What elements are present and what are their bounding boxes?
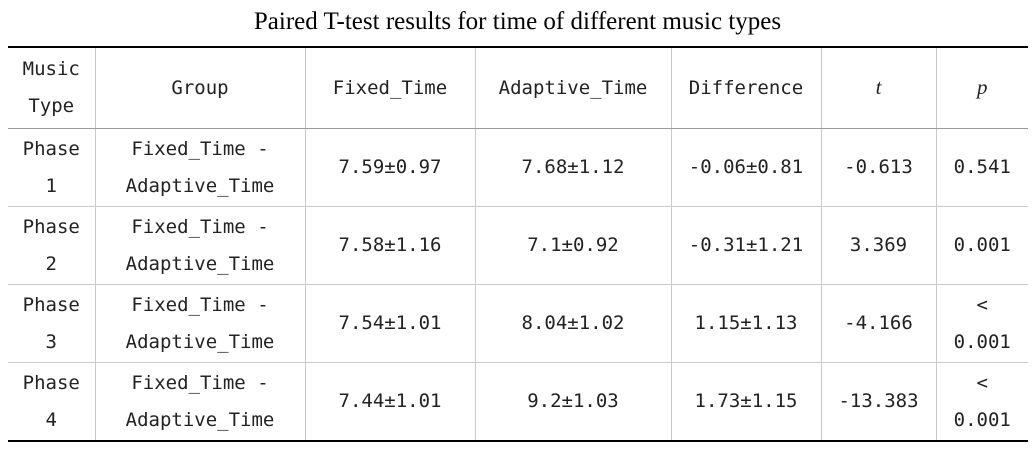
adaptive-time-cell: 7.68±1.12 — [474, 128, 672, 207]
p-cell: 0.001 — [935, 206, 1028, 285]
t-cell: -4.166 — [820, 284, 937, 363]
fixed-time-cell: 7.59±0.97 — [304, 128, 476, 207]
p-cell: 0.541 — [935, 128, 1028, 207]
music-type-cell: Phase 3 — [8, 284, 96, 363]
group-cell: Fixed_Time - Adaptive_Time — [94, 284, 306, 363]
adaptive-time-cell: 9.2±1.03 — [474, 362, 672, 441]
header-t: t — [820, 47, 937, 129]
t-cell: -13.383 — [820, 362, 937, 441]
music-type-cell: Phase 4 — [8, 362, 96, 441]
fixed-time-cell: 7.58±1.16 — [304, 206, 476, 285]
table-row: Phase 3 Fixed_Time - Adaptive_Time 7.54±1.… — [8, 284, 1028, 363]
t-cell: 3.369 — [820, 206, 937, 285]
difference-cell: 1.15±1.13 — [670, 284, 822, 363]
fixed-time-cell: 7.44±1.01 — [304, 362, 476, 441]
adaptive-time-cell: 8.04±1.02 — [474, 284, 672, 363]
table-row: Phase 1 Fixed_Time - Adaptive_Time 7.59±0.… — [8, 128, 1028, 207]
music-type-cell: Phase 1 — [8, 128, 96, 207]
adaptive-time-cell: 7.1±0.92 — [474, 206, 672, 285]
header-p: p — [935, 47, 1028, 129]
table-caption: Paired T-test results for time of differ… — [253, 8, 782, 35]
header-adaptive-time: Adaptive_Time — [474, 47, 672, 129]
header-fixed-time: Fixed_Time — [304, 47, 476, 129]
table-row: Phase 4 Fixed_Time - Adaptive_Time 7.44±1.… — [8, 362, 1028, 441]
music-type-cell: Phase 2 — [8, 206, 96, 285]
group-cell: Fixed_Time - Adaptive_Time — [94, 128, 306, 207]
t-cell: -0.613 — [820, 128, 937, 207]
header-row: Music Type Group Fixed_Time Adaptive_Tim… — [8, 47, 1028, 129]
group-cell: Fixed_Time - Adaptive_Time — [94, 362, 306, 441]
table-row: Phase 2 Fixed_Time - Adaptive_Time 7.58±1.… — [8, 206, 1028, 285]
group-cell: Fixed_Time - Adaptive_Time — [94, 206, 306, 285]
p-cell: <0.001 — [935, 362, 1028, 441]
fixed-time-cell: 7.54±1.01 — [304, 284, 476, 363]
results-table: Music Type Group Fixed_Time Adaptive_Tim… — [8, 46, 1028, 442]
difference-cell: -0.31±1.21 — [670, 206, 822, 285]
difference-cell: 1.73±1.15 — [670, 362, 822, 441]
p-cell: <0.001 — [935, 284, 1028, 363]
difference-cell: -0.06±0.81 — [670, 128, 822, 207]
header-difference: Difference — [670, 47, 822, 129]
header-music-type: Music Type — [8, 47, 96, 129]
header-group: Group — [94, 47, 306, 129]
